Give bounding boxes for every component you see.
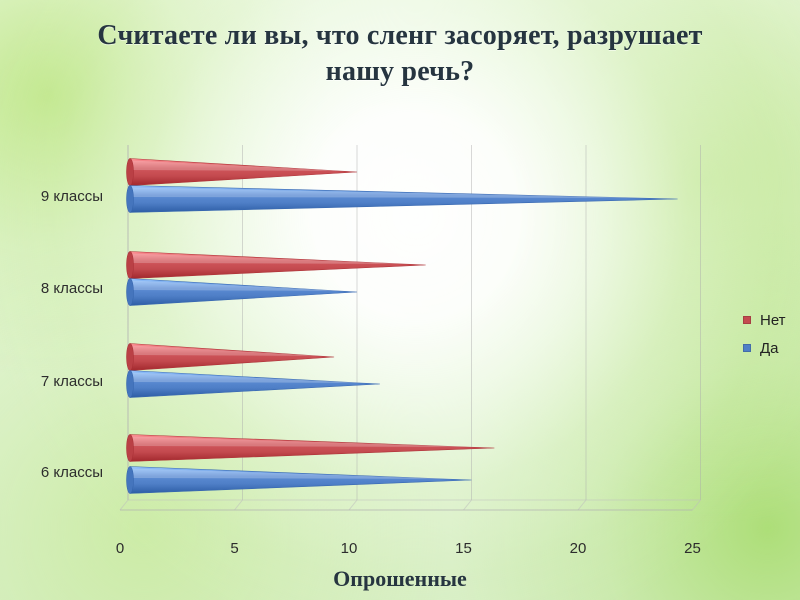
category-label-3: 9 классы (41, 188, 103, 205)
bar-no-2-highlight (132, 253, 418, 264)
bar-yes-1-highlight (132, 372, 372, 383)
x-tick-label-1: 5 (230, 540, 238, 557)
legend-swatch-yes (743, 344, 751, 352)
bar-yes-1 (126, 370, 380, 398)
x-tick-label-3: 15 (455, 540, 472, 557)
category-label-2: 8 классы (41, 280, 103, 297)
legend-swatch-no (743, 316, 751, 324)
bar-no-1-base (126, 343, 134, 371)
x-tick-label-5: 25 (684, 540, 701, 557)
x-tick-labels: 0 5 10 15 20 25 (116, 540, 701, 557)
bars (126, 158, 678, 494)
depth-line-3 (463, 499, 472, 511)
bar-yes-1-base (126, 370, 134, 398)
bar-yes-3-base (126, 185, 134, 213)
legend-label-yes: Да (760, 339, 779, 357)
depth-line-5 (692, 499, 701, 511)
bar-no-0-highlight (132, 436, 487, 447)
chart-legend: Нет Да (743, 306, 800, 362)
legend-item-yes: Да (743, 334, 800, 362)
bar-yes-3-highlight (132, 187, 670, 198)
bar-yes-2-base (126, 278, 134, 306)
bar-no-3 (126, 158, 358, 186)
depth-line-2 (348, 499, 358, 511)
bar-no-3-base (126, 158, 134, 186)
bar-yes-0-base (126, 466, 134, 494)
bar-no-1 (126, 343, 335, 371)
bar-yes-0-highlight (132, 468, 464, 479)
category-label-1: 7 классы (41, 373, 103, 390)
bar-yes-2 (126, 278, 358, 306)
legend-label-no: Нет (760, 311, 786, 329)
page-title: Считаете ли вы, что сленг засоряет, разр… (97, 20, 703, 87)
bar-yes-2-highlight (132, 280, 349, 291)
depth-line-4 (577, 499, 587, 511)
x-axis-title: Опрошенные (333, 566, 467, 591)
bar-no-1-highlight (132, 345, 327, 356)
bar-yes-0 (126, 466, 472, 494)
depth-line-0 (119, 499, 129, 511)
depth-line-1 (234, 499, 243, 511)
bar-no-0-base (126, 434, 134, 462)
bar-no-2-base (126, 251, 134, 279)
bar-no-0 (126, 434, 495, 462)
x-tick-label-4: 20 (570, 540, 587, 557)
legend-item-no: Нет (743, 306, 800, 334)
x-tick-label-2: 10 (341, 540, 358, 557)
x-tick-label-0: 0 (116, 540, 124, 557)
bar-yes-3 (126, 185, 678, 213)
bar-no-3-highlight (132, 160, 349, 171)
category-labels: 6 классы 7 классы 8 классы 9 классы (41, 188, 103, 481)
category-label-0: 6 классы (41, 464, 103, 481)
bar-no-2 (126, 251, 426, 279)
